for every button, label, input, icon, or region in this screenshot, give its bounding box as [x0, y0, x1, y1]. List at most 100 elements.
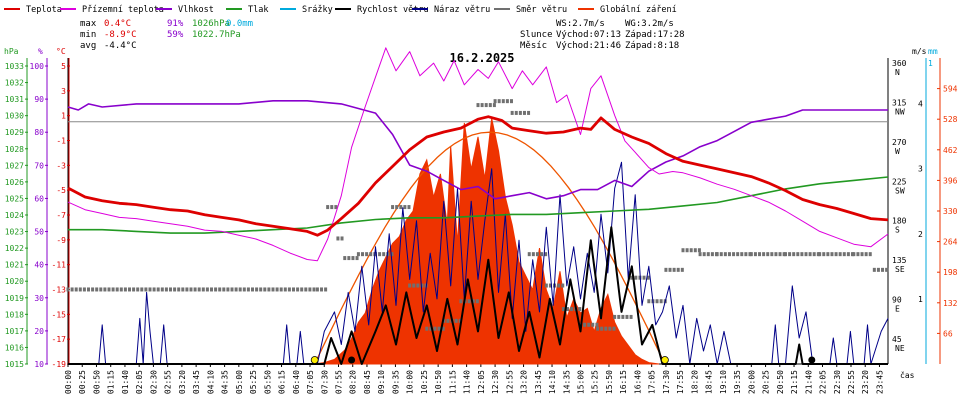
- stat-max-label: max: [80, 19, 97, 29]
- wind-dir-mark: [390, 252, 394, 257]
- wind-dir-mark: [719, 252, 723, 257]
- wind-dir-mark: [308, 287, 312, 292]
- hpa-axis-tick-label: 1016: [5, 343, 24, 352]
- x-tick-label: 17:30: [662, 370, 671, 394]
- wind-dir-mark: [596, 326, 600, 331]
- wind-dir-mark: [242, 287, 246, 292]
- wind-dir-mark: [600, 326, 604, 331]
- moon-rise: Východ:21:46: [556, 41, 621, 51]
- hpa-axis-tick-label: 1022: [5, 244, 24, 253]
- wind-dir-mark: [136, 287, 140, 292]
- x-tick-label: 02:55: [164, 370, 173, 394]
- x-tick-label: 13:20: [520, 370, 529, 394]
- wind-dir-mark: [251, 287, 254, 292]
- wind-dir-mark: [343, 256, 347, 261]
- wind-dir-mark: [784, 252, 787, 257]
- wind-dir-mark: [514, 110, 518, 115]
- pct-axis-tick-label: 30: [34, 294, 44, 303]
- degc-axis-tick-label: -3: [56, 161, 66, 170]
- moon-label: Měsíc: [520, 41, 547, 51]
- degc-axis-tick-label: 5: [61, 62, 66, 71]
- wind-dir-mark: [197, 287, 201, 292]
- wind-dir-mark: [822, 252, 826, 257]
- wind-dir-mark: [693, 248, 697, 253]
- hpa-axis-tick-label: 1017: [5, 327, 24, 336]
- wdir-dir-label: E: [895, 305, 900, 314]
- wind-dir-mark: [852, 252, 856, 257]
- x-tick-label: 03:20: [178, 370, 187, 394]
- wind-dir-mark: [70, 287, 74, 292]
- wind-dir-mark: [140, 287, 144, 292]
- wind-dir-mark: [518, 110, 522, 115]
- x-tick-label: 10:50: [434, 370, 443, 394]
- wdir-dir-label: NE: [895, 344, 905, 353]
- pct-axis-tick-label: 40: [34, 261, 44, 270]
- legend-label: Srážky: [302, 5, 333, 15]
- wind-dir-mark: [441, 326, 445, 331]
- wind-dir-mark: [374, 252, 377, 257]
- x-tick-label: 21:15: [790, 370, 799, 394]
- hpa-axis-unit: hPa: [4, 47, 19, 56]
- wind-dir-mark: [201, 287, 205, 292]
- wind-dir-mark: [283, 287, 287, 292]
- wind-dir-mark: [226, 287, 230, 292]
- wind-dir-mark: [164, 287, 168, 292]
- wind-dir-mark: [604, 326, 608, 331]
- wind-dir-mark: [115, 287, 119, 292]
- wind-dir-mark: [702, 252, 706, 257]
- wind-dir-mark: [872, 267, 876, 272]
- wind-dir-mark: [271, 287, 275, 292]
- wind-dir-mark: [425, 326, 429, 331]
- x-tick-label: 20:50: [776, 370, 785, 394]
- wind-dir-mark: [99, 287, 103, 292]
- wind-dir-mark: [107, 287, 111, 292]
- rad-tick-label: 594: [943, 85, 958, 94]
- wind-dir-mark: [355, 256, 359, 261]
- wind-dir-mark: [501, 99, 505, 104]
- hpa-axis-tick-label: 1024: [5, 211, 24, 220]
- x-tick-label: 05:50: [263, 370, 272, 394]
- wind-dir-mark: [156, 287, 160, 292]
- wind-dir-mark: [505, 99, 509, 104]
- x-axis-label: čas: [900, 370, 915, 380]
- wind-dir-mark: [399, 205, 403, 210]
- wind-dir-mark: [475, 299, 479, 304]
- wind-dir-mark: [856, 252, 860, 257]
- wdir-dir-label: W: [895, 147, 900, 156]
- wdir-tick-label: 270: [892, 138, 907, 147]
- wind-dir-mark: [706, 252, 710, 257]
- wind-dir-mark: [492, 103, 496, 108]
- wdir-tick-label: 360: [892, 59, 907, 68]
- moon-marker: [808, 356, 816, 364]
- wdir-tick-label: 180: [892, 217, 907, 226]
- x-tick-label: 04:10: [206, 370, 215, 394]
- x-tick-label: 02:30: [149, 370, 158, 394]
- legend-label: Přízemní teplota: [82, 5, 164, 15]
- pct-axis-unit: %: [38, 47, 43, 56]
- moon-set: Západ:8:18: [625, 41, 679, 51]
- wind-dir-mark: [185, 287, 189, 292]
- wind-dir-mark: [668, 267, 672, 272]
- rad-tick-label: 396: [943, 176, 958, 185]
- wind-dir-mark: [173, 287, 177, 292]
- wind-dir-mark: [621, 314, 625, 319]
- wind-dir-mark: [234, 287, 238, 292]
- wind-dir-mark: [868, 252, 872, 257]
- ms-tick-label: 4: [918, 100, 923, 109]
- x-tick-label: 17:05: [648, 370, 657, 394]
- wind-dir-mark: [103, 287, 107, 292]
- wind-dir-mark: [365, 252, 369, 257]
- x-tick-label: 00:00: [64, 370, 73, 394]
- wind-dir-mark: [778, 252, 782, 257]
- rad-tick-label: 264: [943, 238, 958, 247]
- x-tick-label: 22:30: [833, 370, 842, 394]
- x-tick-label: 12:30: [491, 370, 500, 394]
- sun-marker: [310, 356, 319, 364]
- degc-axis-unit: °C: [56, 47, 66, 56]
- wind-dir-mark: [395, 205, 399, 210]
- wind-dir-mark: [433, 326, 437, 331]
- wind-dir-mark: [356, 252, 360, 257]
- pct-axis-tick-label: 90: [34, 95, 44, 104]
- wind-dir-mark: [830, 252, 834, 257]
- wind-dir-mark: [340, 236, 344, 241]
